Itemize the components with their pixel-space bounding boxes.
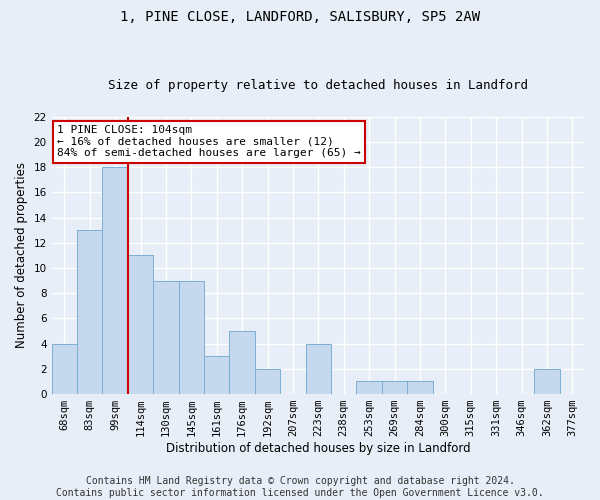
Bar bbox=[52, 344, 77, 394]
Bar bbox=[534, 369, 560, 394]
Text: Contains HM Land Registry data © Crown copyright and database right 2024.
Contai: Contains HM Land Registry data © Crown c… bbox=[56, 476, 544, 498]
Bar bbox=[204, 356, 229, 394]
Y-axis label: Number of detached properties: Number of detached properties bbox=[15, 162, 28, 348]
Title: Size of property relative to detached houses in Landford: Size of property relative to detached ho… bbox=[109, 79, 529, 92]
Bar bbox=[255, 369, 280, 394]
Bar bbox=[128, 256, 153, 394]
Bar bbox=[382, 382, 407, 394]
Bar bbox=[77, 230, 103, 394]
Text: 1, PINE CLOSE, LANDFORD, SALISBURY, SP5 2AW: 1, PINE CLOSE, LANDFORD, SALISBURY, SP5 … bbox=[120, 10, 480, 24]
X-axis label: Distribution of detached houses by size in Landford: Distribution of detached houses by size … bbox=[166, 442, 470, 455]
Bar bbox=[103, 167, 128, 394]
Bar bbox=[153, 280, 179, 394]
Text: 1 PINE CLOSE: 104sqm
← 16% of detached houses are smaller (12)
84% of semi-detac: 1 PINE CLOSE: 104sqm ← 16% of detached h… bbox=[57, 125, 361, 158]
Bar bbox=[305, 344, 331, 394]
Bar bbox=[356, 382, 382, 394]
Bar bbox=[179, 280, 204, 394]
Bar bbox=[407, 382, 433, 394]
Bar bbox=[229, 331, 255, 394]
